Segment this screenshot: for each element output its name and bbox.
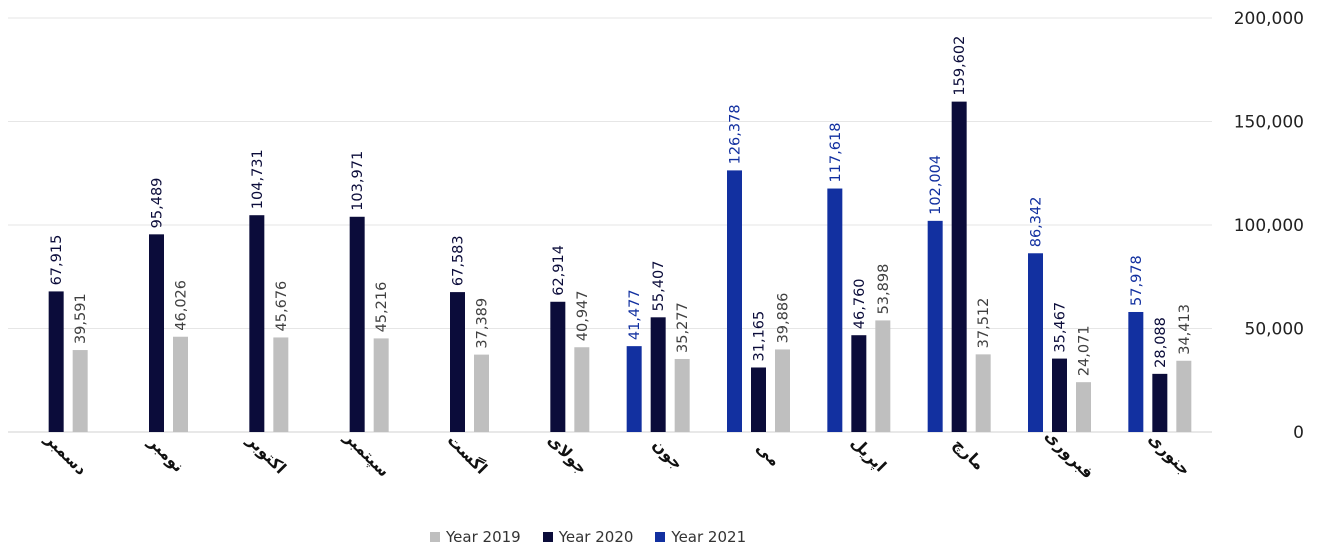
data-label-year-2019: 45,676 bbox=[274, 281, 290, 332]
legend-label-2020: Year 2020 bbox=[558, 528, 634, 546]
data-label-year-2019: 40,947 bbox=[575, 290, 591, 341]
bar-year-2019 bbox=[72, 350, 88, 432]
x-tick-label: اکتوبر bbox=[243, 430, 291, 478]
data-label-year-2019: 24,071 bbox=[1077, 325, 1093, 376]
data-label-year-2020: 55,407 bbox=[651, 261, 667, 312]
bar-year-2019 bbox=[1076, 382, 1091, 432]
data-label-year-2021: 41,477 bbox=[627, 289, 643, 340]
bar-year-2019 bbox=[674, 358, 690, 432]
legend-swatch-2021 bbox=[655, 532, 666, 542]
data-label-year-2021: 57,978 bbox=[1129, 255, 1145, 306]
x-tick-label: نومبر bbox=[144, 432, 188, 476]
data-label-year-2021: 126,378 bbox=[728, 104, 744, 164]
bar-year-2020 bbox=[249, 215, 265, 432]
legend-item-2021: Year 2021 bbox=[655, 528, 746, 546]
bar-year-2019 bbox=[474, 354, 489, 432]
bar-year-2019 bbox=[173, 336, 188, 432]
data-label-year-2020: 35,467 bbox=[1053, 302, 1069, 353]
data-label-year-2020: 95,489 bbox=[150, 178, 166, 229]
bar-year-2019 bbox=[775, 349, 790, 432]
x-tick-label: دسمبر bbox=[41, 429, 91, 479]
x-tick-label: جولای bbox=[544, 430, 591, 477]
data-label-year-2020: 62,914 bbox=[551, 245, 567, 296]
x-tick-label: مارچ bbox=[949, 434, 988, 473]
bar-chart: 0 50,000 100,000 150,000 200,000 57,978 28,088… bbox=[8, 9, 1304, 482]
bar-year-2021 bbox=[1128, 311, 1144, 432]
data-label-year-2020: 103,971 bbox=[350, 151, 366, 211]
bar-year-2019 bbox=[875, 320, 891, 432]
bar-year-2020 bbox=[149, 234, 164, 432]
bar-year-2019 bbox=[975, 354, 991, 432]
y-tick-label: 0 bbox=[1293, 423, 1304, 443]
legend-item-2019: Year 2019 bbox=[430, 528, 521, 546]
x-tick-label: جون bbox=[649, 435, 687, 473]
bar-year-2020 bbox=[951, 101, 967, 432]
bar-year-2020 bbox=[650, 317, 666, 432]
y-tick-label: 100,000 bbox=[1234, 216, 1304, 236]
data-label-year-2020: 28,088 bbox=[1153, 317, 1169, 368]
bar-year-2019 bbox=[574, 347, 590, 432]
data-label-year-2020: 67,583 bbox=[451, 235, 467, 286]
bar-year-2021 bbox=[1028, 253, 1043, 432]
bar-year-2021 bbox=[927, 220, 943, 432]
y-tick-label: 200,000 bbox=[1234, 9, 1304, 29]
bar-year-2020 bbox=[450, 292, 465, 432]
data-label-year-2021: 102,004 bbox=[928, 155, 944, 215]
data-label-year-2019: 34,413 bbox=[1177, 304, 1193, 355]
data-label-year-2019: 39,886 bbox=[776, 293, 792, 344]
chart-legend: Year 2019 Year 2020 Year 2021 bbox=[430, 528, 746, 546]
bar-year-2019 bbox=[1176, 360, 1192, 432]
data-label-year-2019: 53,898 bbox=[876, 264, 892, 315]
bar-year-2021 bbox=[827, 188, 843, 432]
legend-item-2020: Year 2020 bbox=[542, 528, 634, 546]
x-tick-label: می bbox=[752, 438, 784, 470]
x-tick-label: فبروری bbox=[1041, 426, 1097, 482]
bar-year-2020 bbox=[1152, 373, 1168, 432]
data-label-year-2019: 35,277 bbox=[675, 302, 691, 353]
bar-year-2020 bbox=[48, 291, 64, 432]
data-label-year-2019: 37,512 bbox=[976, 298, 992, 349]
y-tick-label: 50,000 bbox=[1245, 320, 1304, 340]
data-label-year-2020: 104,731 bbox=[250, 149, 266, 209]
data-label-year-2021: 86,342 bbox=[1029, 197, 1045, 248]
bar-year-2020 bbox=[349, 216, 365, 432]
legend-label-2021: Year 2021 bbox=[671, 528, 747, 546]
bar-year-2020 bbox=[751, 367, 766, 432]
x-tick-label: سپتمبر bbox=[339, 427, 393, 481]
data-label-year-2019: 45,216 bbox=[374, 282, 390, 333]
x-tick-label: جنوری bbox=[1145, 429, 1195, 479]
data-label-year-2019: 37,389 bbox=[475, 298, 491, 349]
x-tick-label: اپریل bbox=[847, 433, 891, 477]
x-tick-label: اگست bbox=[444, 430, 491, 477]
data-label-year-2020: 31,165 bbox=[752, 311, 768, 362]
bar-year-2021 bbox=[727, 170, 742, 433]
data-label-year-2019: 39,591 bbox=[73, 293, 89, 344]
data-label-year-2019: 46,026 bbox=[174, 280, 190, 331]
data-label-year-2020: 67,915 bbox=[49, 235, 65, 286]
bar-year-2020 bbox=[1052, 358, 1067, 432]
bar-year-2020 bbox=[851, 335, 867, 432]
data-label-year-2020: 46,760 bbox=[852, 278, 868, 329]
y-tick-label: 150,000 bbox=[1234, 113, 1304, 133]
legend-label-2019: Year 2019 bbox=[446, 528, 521, 546]
legend-swatch-2020 bbox=[542, 532, 553, 542]
bar-year-2021 bbox=[626, 346, 642, 432]
bar-year-2019 bbox=[273, 337, 289, 432]
data-label-year-2021: 117,618 bbox=[828, 123, 844, 183]
bar-year-2020 bbox=[550, 301, 566, 432]
data-label-year-2020: 159,602 bbox=[952, 36, 968, 96]
legend-swatch-2019 bbox=[430, 532, 440, 542]
bar-year-2019 bbox=[373, 338, 389, 432]
